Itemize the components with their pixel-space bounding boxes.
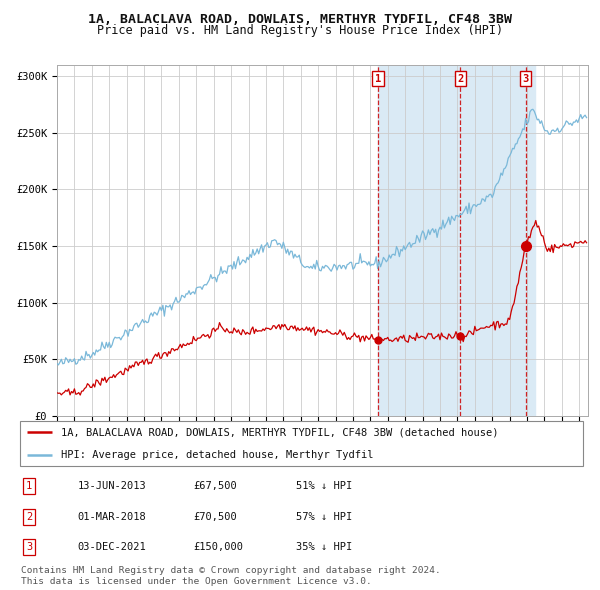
Text: £70,500: £70,500 — [194, 512, 238, 522]
Bar — [378, 65, 535, 416]
Text: 1A, BALACLAVA ROAD, DOWLAIS, MERTHYR TYDFIL, CF48 3BW: 1A, BALACLAVA ROAD, DOWLAIS, MERTHYR TYD… — [88, 13, 512, 26]
Text: 35% ↓ HPI: 35% ↓ HPI — [296, 542, 352, 552]
Text: £150,000: £150,000 — [194, 542, 244, 552]
Text: 1A, BALACLAVA ROAD, DOWLAIS, MERTHYR TYDFIL, CF48 3BW (detached house): 1A, BALACLAVA ROAD, DOWLAIS, MERTHYR TYD… — [61, 427, 498, 437]
FancyBboxPatch shape — [20, 421, 583, 466]
Text: 01-MAR-2018: 01-MAR-2018 — [77, 512, 146, 522]
Text: 2: 2 — [457, 74, 464, 84]
Text: 03-DEC-2021: 03-DEC-2021 — [77, 542, 146, 552]
Text: 3: 3 — [26, 542, 32, 552]
Text: 1: 1 — [26, 481, 32, 491]
Text: 3: 3 — [523, 74, 529, 84]
Text: 1: 1 — [375, 74, 382, 84]
Text: Price paid vs. HM Land Registry's House Price Index (HPI): Price paid vs. HM Land Registry's House … — [97, 24, 503, 37]
Text: HPI: Average price, detached house, Merthyr Tydfil: HPI: Average price, detached house, Mert… — [61, 450, 373, 460]
Text: Contains HM Land Registry data © Crown copyright and database right 2024.
This d: Contains HM Land Registry data © Crown c… — [21, 566, 441, 586]
Text: £67,500: £67,500 — [194, 481, 238, 491]
Text: 51% ↓ HPI: 51% ↓ HPI — [296, 481, 352, 491]
Text: 13-JUN-2013: 13-JUN-2013 — [77, 481, 146, 491]
Text: 2: 2 — [26, 512, 32, 522]
Text: 57% ↓ HPI: 57% ↓ HPI — [296, 512, 352, 522]
